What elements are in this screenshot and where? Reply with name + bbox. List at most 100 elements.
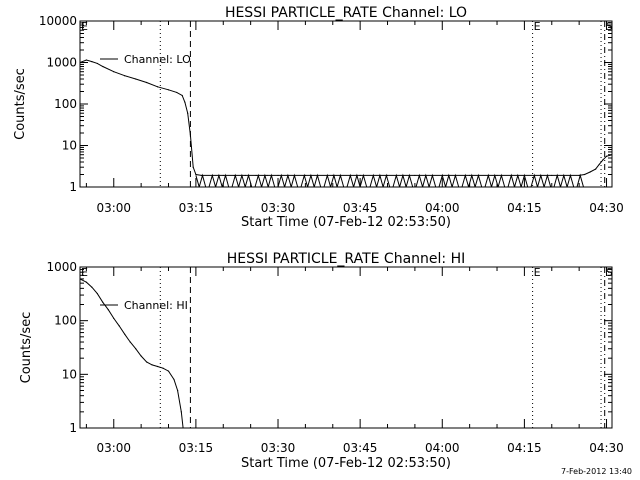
event-marker-label: S: [606, 20, 613, 33]
data-point: [589, 171, 591, 173]
data-point: [244, 174, 246, 177]
data-point: [594, 168, 597, 170]
data-point: [118, 325, 120, 327]
data-point: [233, 174, 235, 177]
x-tick-label: 03:45: [343, 441, 378, 455]
chart-title: HESSI PARTICLE_RATE Channel: LO: [225, 5, 467, 21]
chart-panel-lo: HESSI PARTICLE_RATE Channel: LO 03:00 03:1…: [13, 5, 624, 230]
data-point: [195, 173, 197, 176]
event-marker-label: S: [606, 266, 613, 279]
data-point: [96, 62, 98, 65]
x-tick-label: 04:30: [589, 201, 624, 215]
x-tick-label: 03:00: [96, 201, 131, 215]
legend-label: Channel: HI: [124, 299, 188, 312]
x-tick-label: 03:30: [261, 441, 296, 455]
data-point: [80, 278, 81, 280]
y-tick-label: 100: [54, 314, 77, 328]
y-tick-label: 1000: [46, 56, 77, 70]
data-point: [192, 166, 194, 168]
data-point: [184, 101, 186, 103]
y-tick-label: 1: [69, 180, 77, 194]
data-point: [167, 370, 170, 372]
data-point: [584, 173, 586, 176]
data-point: [80, 61, 81, 64]
data-point: [102, 301, 104, 303]
data-point: [180, 411, 182, 413]
data-point: [187, 112, 189, 114]
data-point: [102, 65, 104, 68]
data-point: [469, 174, 471, 177]
event-marker-label: E: [534, 20, 541, 33]
data-point: [182, 427, 184, 428]
y-tick-label: 100: [54, 97, 77, 111]
series-line: [80, 59, 612, 176]
data-point: [129, 341, 131, 343]
data-point: [156, 86, 159, 88]
data-point: [146, 81, 148, 84]
data-point: [602, 159, 604, 161]
data-point: [85, 59, 87, 61]
x-tick-label: 04:30: [589, 441, 624, 455]
x-tick-label: 03:00: [96, 441, 131, 455]
data-point: [332, 174, 334, 177]
event-marker-label: E: [534, 266, 541, 279]
legend-label: Channel: LO: [124, 53, 191, 66]
data-point: [156, 365, 159, 368]
x-tick-label: 03:15: [179, 441, 214, 455]
footer-timestamp: 7-Feb-2012 13:40: [561, 467, 632, 476]
y-axis-label: Counts/sec: [19, 312, 34, 384]
chart-title: HESSI PARTICLE_RATE Channel: HI: [227, 251, 465, 267]
data-point: [135, 78, 137, 80]
x-axis-label: Start Time (07-Feb-12 02:53:50): [241, 215, 451, 230]
data-point: [146, 361, 148, 363]
y-axis-label: Counts/sec: [13, 68, 28, 140]
data-point: [162, 367, 164, 369]
data-point: [177, 389, 179, 392]
data-point: [551, 174, 553, 177]
x-tick-label: 04:15: [507, 201, 542, 215]
data-point: [135, 348, 137, 350]
data-point: [113, 317, 115, 320]
data-point: [173, 378, 175, 381]
data-point: [167, 89, 170, 91]
data-point: [304, 174, 306, 177]
data-point: [85, 281, 87, 283]
data-point: [611, 154, 612, 156]
plot-frame: [79, 266, 613, 429]
data-point: [598, 163, 600, 166]
data-point: [124, 333, 126, 335]
data-point: [255, 174, 257, 177]
corner-label: E: [81, 20, 88, 33]
y-tick-label: 1000: [46, 260, 77, 274]
y-tick-label: 10: [62, 367, 77, 381]
x-tick-label: 03:30: [261, 201, 296, 215]
data-point: [605, 155, 608, 157]
chart-panel-hi: HESSI PARTICLE_RATE Channel: HI 03:00 03:1…: [19, 251, 624, 471]
x-tick-label: 03:15: [179, 201, 214, 215]
data-point: [189, 134, 192, 136]
corner-label: E: [81, 266, 88, 279]
data-point: [107, 309, 109, 311]
x-axis-label: Start Time (07-Feb-12 02:53:50): [241, 456, 451, 471]
noise-floor-trace: [195, 173, 584, 187]
data-point: [140, 355, 142, 357]
y-tick-label: 1: [69, 421, 77, 435]
x-tick-label: 04:15: [507, 441, 542, 455]
data-point: [91, 61, 93, 63]
data-point: [151, 364, 153, 366]
data-point: [359, 174, 361, 177]
data-point: [496, 174, 498, 177]
data-point: [277, 174, 279, 177]
data-point: [414, 174, 416, 177]
data-point: [91, 286, 93, 288]
data-point: [386, 174, 389, 177]
y-tick-label: 10000: [39, 14, 77, 28]
data-point: [222, 174, 224, 177]
data-point: [176, 91, 178, 94]
x-tick-label: 04:00: [425, 201, 460, 215]
data-point: [113, 71, 115, 73]
data-point: [181, 94, 183, 97]
data-point: [96, 292, 98, 295]
data-point: [124, 75, 126, 77]
